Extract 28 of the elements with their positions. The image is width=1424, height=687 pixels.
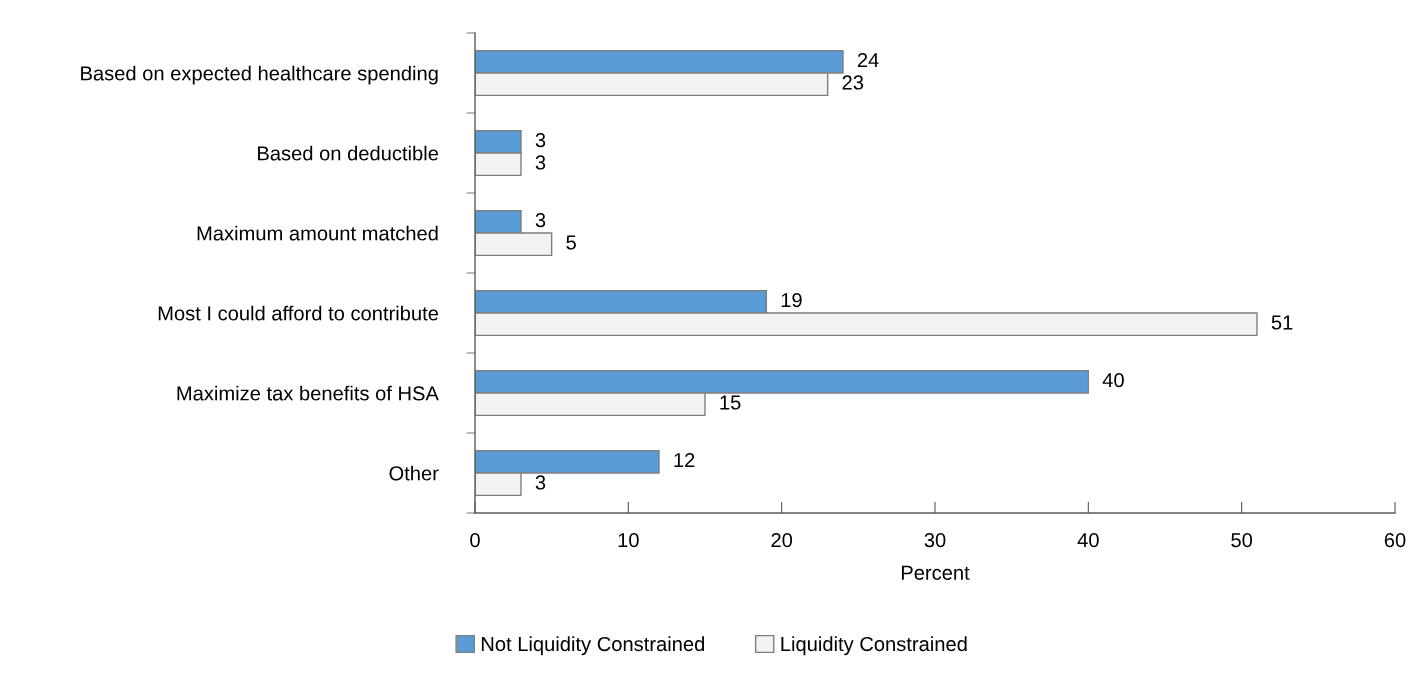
data-label: 24 (857, 52, 879, 68)
x-tick-label: 30 (924, 532, 946, 548)
x-axis-title: Percent (901, 565, 970, 580)
y-tick-label: Most I could afford to contribute (158, 305, 439, 321)
x-tick-label: 40 (1077, 532, 1099, 548)
y-tick-label: Based on deductible (258, 145, 439, 161)
data-label: 19 (781, 292, 802, 308)
y-tick-label: Other (389, 465, 439, 481)
data-label: 5 (566, 235, 576, 250)
x-tick-label: 0 (470, 532, 480, 548)
x-tick-label: 50 (1231, 532, 1253, 548)
y-tick-label: Based on expected healthcare spending (81, 65, 438, 85)
data-label: 3 (535, 475, 546, 490)
y-tick-label: Maximize tax benefits of HSA (177, 385, 439, 401)
data-label: 15 (720, 395, 741, 410)
x-tick-label: 60 (1384, 532, 1406, 548)
data-label: 3 (535, 155, 546, 170)
legend-label: Not Liquidity Constrained (481, 636, 705, 656)
y-tick-label: Maximum amount matched (197, 225, 438, 241)
legend-label: Liquidity Constrained (781, 636, 967, 656)
data-label: 23 (842, 75, 864, 90)
data-label: 3 (535, 132, 546, 148)
data-label: 51 (1271, 315, 1293, 330)
data-label: 40 (1102, 372, 1124, 388)
x-tick-label: 20 (771, 532, 793, 548)
data-label: 3 (535, 212, 546, 228)
data-label: 12 (674, 452, 695, 468)
x-tick-label: 10 (618, 532, 639, 548)
